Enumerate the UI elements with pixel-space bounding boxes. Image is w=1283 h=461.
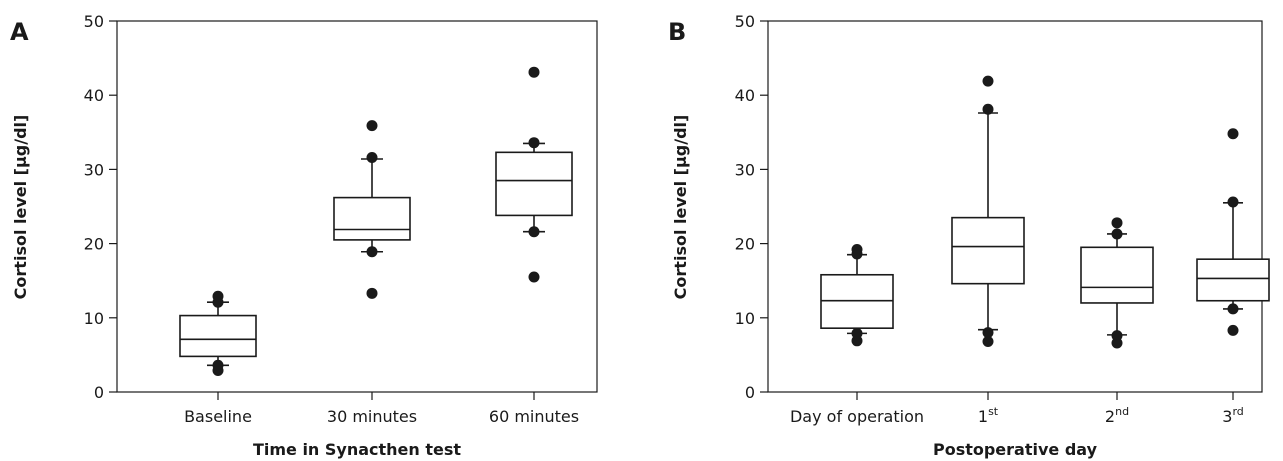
panel-b-outlier-point <box>982 103 994 115</box>
panel-b-y-tick-label: 10 <box>735 309 755 328</box>
panel-b-label: B <box>668 18 686 46</box>
panel-a-x-tick-label: 60 minutes <box>489 407 579 426</box>
panel-b-outlier-point <box>1227 324 1239 336</box>
panel-b-x-tick-label: 2nd <box>1105 405 1129 426</box>
panel-a-x-tick-label-text: Baseline <box>184 407 252 426</box>
panel-b-x-tick-label: 1st <box>978 405 999 426</box>
panel-b-plot-frame <box>767 20 1263 393</box>
panel-b-outlier-point <box>982 336 994 348</box>
panel-a-outlier-point <box>366 120 378 132</box>
panel-a-y-tick-label: 30 <box>84 160 104 179</box>
panel-b-box <box>1080 246 1154 304</box>
panel-a-y-tick-label: 40 <box>84 86 104 105</box>
panel-b-x-tick-label: 3rd <box>1222 405 1244 426</box>
panel-a-x-tick-label: 30 minutes <box>327 407 417 426</box>
panel-a-x-tick-label-text: 60 minutes <box>489 407 579 426</box>
panel-a-outlier-point <box>528 66 540 78</box>
panel-b-outlier-point <box>1111 330 1123 342</box>
panel-b-x-tick-label-text: Day of operation <box>790 407 924 426</box>
panel-a: A Cortisol level [µg/dl] Time in Synacth… <box>10 12 598 459</box>
panel-a-plot-frame <box>116 20 598 393</box>
panel-a-outlier-point <box>528 271 540 283</box>
panel-b-x-tick-label-text: 2 <box>1105 407 1115 426</box>
panel-a-box <box>179 314 257 358</box>
panel-a-y-tick-label: 10 <box>84 309 104 328</box>
panel-b-x-axis-title: Postoperative day <box>933 440 1098 459</box>
panel-b-box <box>951 216 1025 285</box>
panel-a-outlier-point <box>366 246 378 258</box>
panel-b-outlier-point <box>851 327 863 339</box>
panel-b-y-axis-title: Cortisol level [µg/dl] <box>671 115 690 300</box>
panel-a-x-axis-title: Time in Synacthen test <box>253 440 461 459</box>
panel-a-outlier-point <box>212 359 224 371</box>
panel-a-x-tick-label-text: 30 minutes <box>327 407 417 426</box>
panel-b: B Cortisol level [µg/dl] Postoperative d… <box>668 12 1270 459</box>
panel-b-outlier-point <box>982 75 994 87</box>
panel-a-box <box>495 151 573 217</box>
panel-b-y-tick-label: 50 <box>735 12 755 31</box>
panel-a-outlier-point <box>528 226 540 238</box>
panel-b-x-tick-label-superscript: st <box>988 405 999 418</box>
panel-b-outlier-point <box>851 244 863 256</box>
panel-b-x-tick-label-superscript: nd <box>1115 405 1129 418</box>
panel-b-y-tick-label: 0 <box>745 383 755 402</box>
panel-b-x-tick-label-superscript: rd <box>1232 405 1243 418</box>
panel-b-y-tick-label: 30 <box>735 160 755 179</box>
panel-a-y-tick-label: 50 <box>84 12 104 31</box>
panel-a-outlier-point <box>212 290 224 302</box>
panel-b-outlier-point <box>1111 228 1123 240</box>
panel-b-outlier-point <box>1111 217 1123 229</box>
panel-b-x-tick-label-text: 3 <box>1222 407 1232 426</box>
panel-a-y-axis-title: Cortisol level [µg/dl] <box>11 115 30 300</box>
panel-b-y-tick-label: 40 <box>735 86 755 105</box>
panel-b-outlier-point <box>982 327 994 339</box>
panel-a-x-tick-label: Baseline <box>184 407 252 426</box>
panel-b-x-tick-label-text: 1 <box>978 407 988 426</box>
panel-b-outlier-point <box>1227 128 1239 140</box>
panel-b-outlier-point <box>1227 303 1239 315</box>
panel-b-y-tick-label: 20 <box>735 235 755 254</box>
panel-b-outlier-point <box>1227 196 1239 208</box>
panel-a-y-tick-label: 20 <box>84 235 104 254</box>
panel-a-label: A <box>10 18 29 46</box>
panel-b-x-tick-label: Day of operation <box>790 407 924 426</box>
panel-a-y-tick-label: 0 <box>94 383 104 402</box>
panel-a-outlier-point <box>366 287 378 299</box>
panel-b-box <box>1196 258 1270 302</box>
panel-a-box <box>333 196 411 241</box>
panel-a-outlier-point <box>528 137 540 149</box>
panel-a-outlier-point <box>366 152 378 164</box>
